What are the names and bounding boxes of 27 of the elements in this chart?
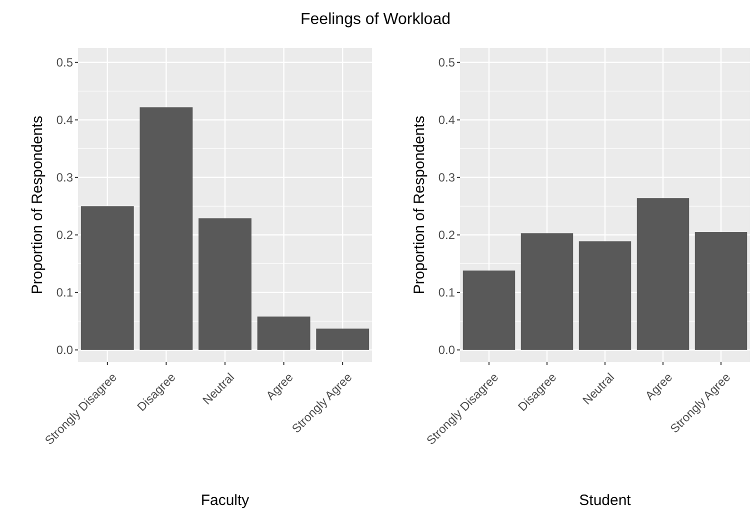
bar	[462, 270, 516, 350]
y-tick-label: 0.4	[438, 113, 456, 128]
bar	[316, 328, 370, 350]
bar	[80, 206, 134, 350]
y-tick-label: 0.3	[56, 170, 74, 185]
y-tick-label: 0.5	[56, 56, 74, 70]
bar	[636, 198, 690, 350]
y-axis-title: Proportion of Respondents	[411, 116, 428, 294]
y-tick-label: 0.4	[56, 113, 74, 128]
y-tick-label: 0.0	[56, 343, 74, 358]
y-tick-label: 0.5	[438, 56, 456, 70]
bar	[198, 218, 252, 350]
x-axis-title: Student	[579, 492, 632, 509]
bar	[257, 316, 310, 350]
bar	[140, 107, 193, 350]
y-tick-label: 0.1	[56, 286, 74, 300]
y-tick-label: 0.2	[438, 228, 456, 242]
bar	[694, 232, 748, 350]
x-axis-title: Faculty	[200, 492, 250, 509]
y-axis-title: Proportion of Respondents	[29, 116, 46, 294]
bar	[578, 241, 632, 350]
y-tick-label: 0.1	[438, 286, 456, 300]
y-tick-label: 0.0	[438, 343, 456, 358]
bar	[520, 233, 574, 350]
chart-title: Feelings of Workload	[300, 11, 450, 28]
y-tick-label: 0.2	[56, 228, 74, 242]
y-tick-label: 0.3	[438, 170, 456, 185]
